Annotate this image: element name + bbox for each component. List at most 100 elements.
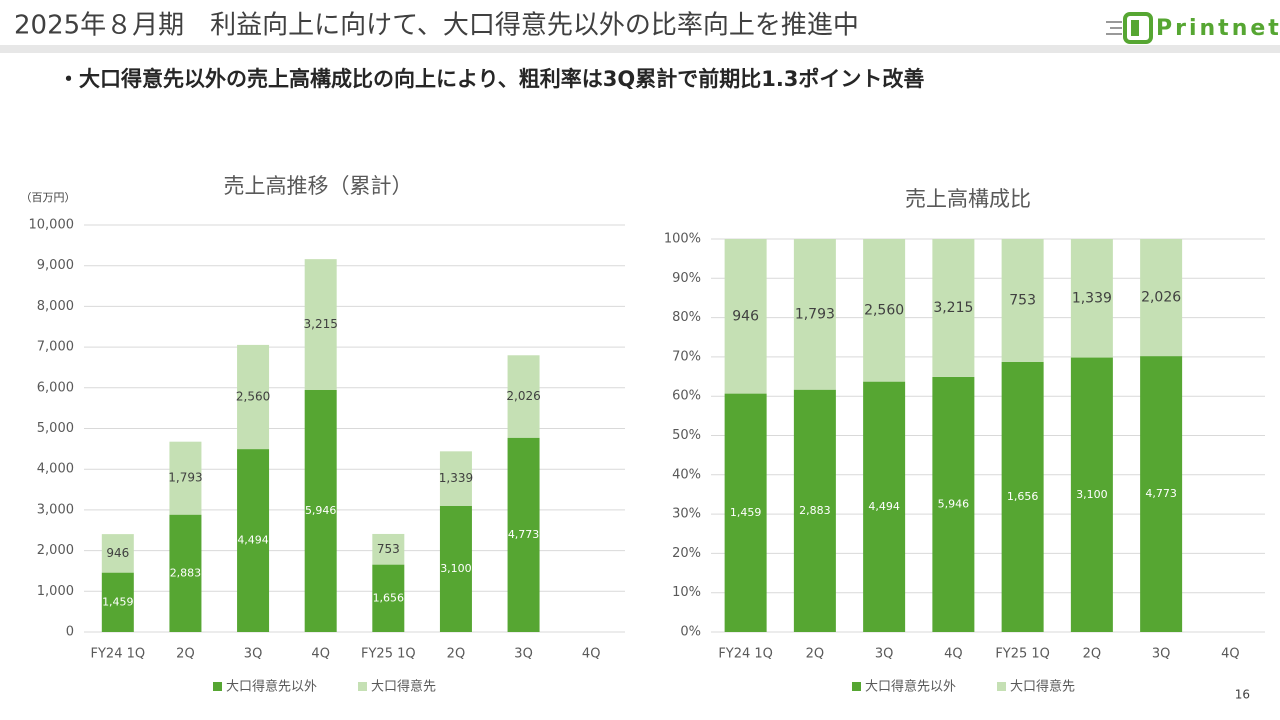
data-label: 2,026 <box>506 389 540 403</box>
bar-segment <box>237 449 270 632</box>
data-label: 5,946 <box>305 504 337 517</box>
legend-label: 大口得意先以外 <box>865 679 956 695</box>
y-tick-label: 8,000 <box>37 299 74 314</box>
bar-segment <box>439 451 472 506</box>
bar-segment <box>724 393 767 632</box>
x-tick-label: 4Q <box>1221 647 1240 662</box>
logo-text: Printnet <box>1156 16 1280 41</box>
data-label: 4,494 <box>868 500 900 513</box>
data-label: 2,560 <box>864 302 904 318</box>
data-label: 1,793 <box>795 306 835 322</box>
x-tick-label: 3Q <box>875 647 894 662</box>
x-tick-label: 3Q <box>514 647 533 662</box>
x-tick-label: 2Q <box>447 647 466 662</box>
y-tick-label: 90% <box>672 271 701 286</box>
header-band <box>0 45 1280 53</box>
y-tick-label: 4,000 <box>37 462 74 477</box>
slide-title: 2025年８月期 利益向上に向けて、大口得意先以外の比率向上を推進中 <box>14 11 859 41</box>
bar-segment <box>932 376 975 632</box>
legend-swatch <box>997 682 1006 691</box>
bar-segment <box>1140 239 1183 357</box>
bar-segment <box>169 514 202 632</box>
data-label: 1,339 <box>439 471 473 485</box>
x-tick-label: FY24 1Q <box>91 647 146 662</box>
y-axis-label: （百万円） <box>21 191 76 204</box>
x-tick-label: 2Q <box>176 647 195 662</box>
x-tick-label: FY24 1Q <box>718 647 773 662</box>
data-label: 1,339 <box>1072 290 1112 306</box>
x-tick-label: 3Q <box>244 647 263 662</box>
data-label: 3,215 <box>304 317 338 331</box>
data-label: 753 <box>1009 292 1036 308</box>
data-label: 1,459 <box>730 506 762 519</box>
x-tick-label: 4Q <box>944 647 963 662</box>
logo: Printnet <box>1106 12 1280 44</box>
bar-segment <box>1001 361 1044 632</box>
y-tick-label: 5,000 <box>37 421 74 436</box>
y-tick-label: 2,000 <box>37 543 74 558</box>
data-label: 1,656 <box>1007 490 1039 503</box>
bar-segment <box>793 389 836 632</box>
bar-segment <box>507 437 540 632</box>
data-label: 4,773 <box>508 528 540 541</box>
data-label: 1,459 <box>102 595 134 608</box>
y-tick-label: 80% <box>672 310 701 325</box>
data-label: 3,215 <box>933 300 973 316</box>
chart-title: 売上高推移（累計） <box>224 174 413 198</box>
x-tick-label: 2Q <box>806 647 825 662</box>
chart-title: 売上高構成比 <box>905 187 1031 211</box>
y-tick-label: 10% <box>672 585 701 600</box>
x-tick-label: 3Q <box>1152 647 1171 662</box>
data-label: 5,946 <box>938 497 970 510</box>
data-label: 3,100 <box>440 562 472 575</box>
bar-segment <box>372 533 405 565</box>
data-label: 753 <box>377 542 400 556</box>
bar-segment <box>372 564 405 632</box>
legend-swatch <box>852 682 861 691</box>
y-tick-label: 9,000 <box>37 258 74 273</box>
data-label: 4,773 <box>1145 487 1177 500</box>
data-label: 946 <box>732 308 759 324</box>
bar-segment <box>169 441 202 515</box>
y-tick-label: 0 <box>66 625 74 640</box>
data-label: 2,883 <box>170 566 202 579</box>
y-tick-label: 60% <box>672 389 701 404</box>
bar-segment <box>101 572 134 632</box>
data-label: 4,494 <box>237 534 269 547</box>
y-tick-label: 7,000 <box>37 340 74 355</box>
y-tick-label: 3,000 <box>37 502 74 517</box>
legend-label: 大口得意先以外 <box>226 679 317 695</box>
bar-segment <box>304 389 337 632</box>
x-tick-label: 2Q <box>1083 647 1102 662</box>
legend-label: 大口得意先 <box>371 679 436 695</box>
legend-label: 大口得意先 <box>1010 679 1075 695</box>
y-tick-label: 40% <box>672 467 701 482</box>
bar-segment <box>932 239 975 377</box>
x-tick-label: FY25 1Q <box>361 647 416 662</box>
y-tick-label: 1,000 <box>37 584 74 599</box>
y-tick-label: 30% <box>672 507 701 522</box>
x-tick-label: 4Q <box>311 647 330 662</box>
bar-segment <box>439 505 472 632</box>
data-label: 2,026 <box>1141 290 1181 306</box>
bar-segment <box>863 239 906 382</box>
y-tick-label: 70% <box>672 349 701 364</box>
y-tick-label: 20% <box>672 546 701 561</box>
y-tick-label: 10,000 <box>29 218 75 233</box>
bar-segment <box>237 344 270 450</box>
bar-segment <box>507 355 540 438</box>
bar-segment <box>304 259 337 390</box>
data-label: 1,793 <box>168 471 202 485</box>
bar-segment <box>1070 357 1113 632</box>
data-label: 946 <box>106 546 129 560</box>
y-tick-label: 0% <box>680 625 701 640</box>
y-tick-label: 6,000 <box>37 380 74 395</box>
legend-swatch <box>213 682 222 691</box>
y-tick-label: 50% <box>672 428 701 443</box>
data-label: 3,100 <box>1076 488 1108 501</box>
y-tick-label: 100% <box>664 232 701 247</box>
x-tick-label: 4Q <box>582 647 601 662</box>
page-number: 16 <box>1235 688 1250 702</box>
bar-segment <box>101 534 134 573</box>
